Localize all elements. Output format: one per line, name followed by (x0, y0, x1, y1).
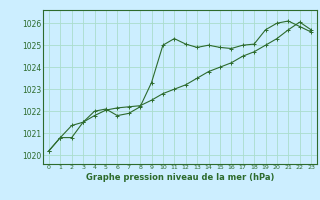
X-axis label: Graphe pression niveau de la mer (hPa): Graphe pression niveau de la mer (hPa) (86, 173, 274, 182)
